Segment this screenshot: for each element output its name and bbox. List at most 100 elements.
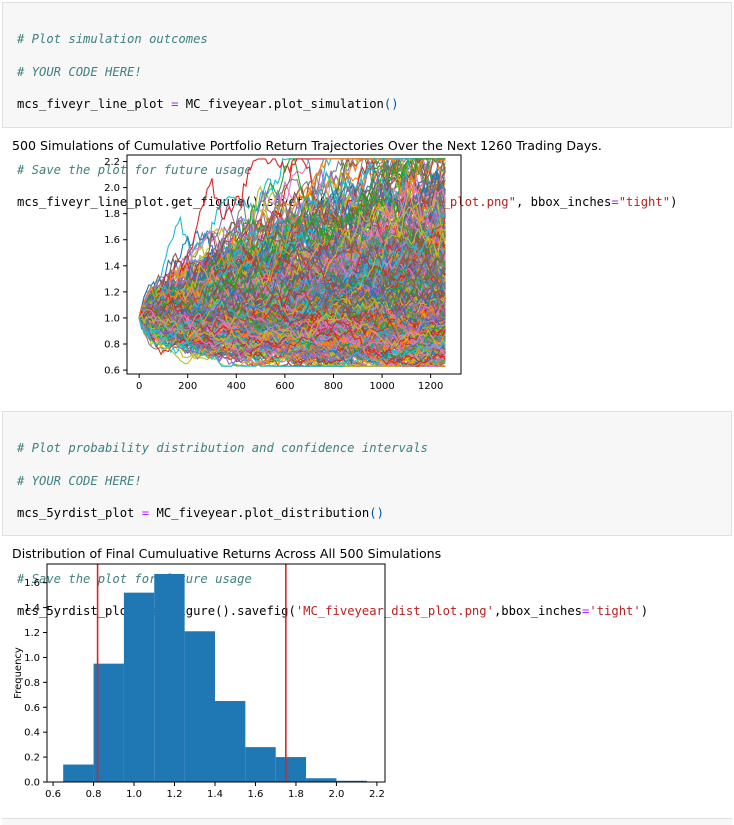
output-title-simulation: 500 Simulations of Cumulative Portfolio … [12,138,602,153]
x-tick-label: 1.0 [126,789,142,800]
code-token: , bbox_inches [515,195,612,210]
code-token: mcs_fiveyr_line_plot.get_figure().savefi… [17,195,326,210]
code-comment: # YOUR CODE HERE! [17,64,142,79]
code-string: 'MC_fiveyear_dist_plot.png' [295,604,494,619]
code-token: MC_fiveyear.plot_distribution [156,506,370,521]
code-token: () [369,506,384,521]
simulation-line [138,287,446,322]
histogram-bar [306,778,337,782]
code-operator: = [141,506,150,521]
x-tick-label: 1000 [369,381,394,392]
y-tick-label: 0.8 [24,678,40,689]
y-tick-label: 1.4 [104,261,120,272]
x-tick-label: 1.2 [167,789,183,800]
simulation-line [138,317,446,367]
simulation-line [138,261,446,337]
histogram-bar [336,780,367,782]
histogram-bar [184,631,215,782]
y-tick-label: 0.6 [104,366,120,377]
code-comment: # Save the plot for future usage [17,162,252,177]
code-string: 'tight' [589,604,641,619]
y-tick-label: 2.2 [104,157,120,168]
y-tick-label: 0.6 [24,703,40,714]
y-tick-label: 0.2 [24,753,40,764]
histogram-bars [63,573,367,782]
simulation-line [138,244,446,326]
simulation-line [138,274,446,339]
simulation-line [139,265,446,330]
simulation-line [138,294,446,361]
x-tick-label: 1.4 [207,789,223,800]
plot-frame [46,563,386,783]
x-tick-label: 800 [324,381,343,392]
y-tick-label: 2.0 [104,183,120,194]
y-tick-label: 1.0 [24,653,40,664]
x-tick-label: 1.6 [248,789,264,800]
y-tick-label: 0.8 [104,340,120,351]
plot-frame [126,154,462,375]
y-tick-label: 1.6 [24,578,40,589]
simulation-line [138,304,446,367]
confidence-interval-lines [96,564,287,782]
distribution-histogram: 0.6 0.8 1.0 1.2 1.4 1.6 1.8 2.0 2.2 0.0 0.2 0.4 0.6 0… [13,563,386,800]
code-cell-plot-distribution[interactable]: # Plot probability distribution and conf… [2,411,732,618]
code-token: mcs_5yrdist_plot [17,506,135,521]
code-string: "tight" [618,195,671,210]
x-tick-label: 0.8 [86,789,102,800]
x-tick-label: 2.0 [328,789,344,800]
code-token: mcs_fiveyr_line_plot [17,97,164,112]
y-axis-label: Frequency [13,647,24,699]
code-operator: = [582,604,590,619]
simulation-line [138,316,446,362]
y-tick-label: 1.6 [104,235,120,246]
axis-ticks: 0.6 0.8 1.0 1.2 1.4 1.6 1.8 2.0 2.2 0.0 0.2 0.4 0.6 0… [24,578,385,800]
y-tick-label: 1.8 [104,209,120,220]
code-comment: # Save the plot for future usage [17,571,252,586]
output-title-distribution: Distribution of Final Cumuluative Return… [12,546,442,561]
histogram-bar [214,701,246,782]
histogram-bar [63,764,94,782]
x-tick-label: 200 [178,381,197,392]
x-tick-label: 2.2 [369,789,385,800]
y-tick-label: 1.2 [24,628,40,639]
x-tick-label: 400 [227,381,246,392]
simulation-line [138,235,446,324]
histogram-bar [93,663,124,782]
y-tick-label: 0.4 [24,728,40,739]
simulation-line [138,247,446,323]
simulation-line [138,213,446,332]
histogram-bar [275,757,307,782]
simulation-line [138,312,446,349]
code-operator: = [611,195,619,210]
code-cell-plot-simulation[interactable]: # Plot simulation outcomes # YOUR CODE H… [2,2,732,209]
simulation-series-group [138,156,446,368]
code-token: () [383,97,399,112]
code-token: MC_fiveyear.plot_simulation [185,97,384,112]
x-tick-label: 0.6 [45,789,61,800]
code-token: ,bbox_inches [493,604,583,619]
code-comment: # Plot probability distribution and conf… [17,441,428,456]
code-token: ) [670,195,678,210]
code-line: mcs_fiveyr_line_plot = MC_fiveyear.plot_… [17,96,731,112]
code-token: ) [640,604,649,619]
y-tick-label: 1.4 [24,603,40,614]
code-comment: # Plot simulation outcomes [17,32,208,47]
simulation-line [138,302,446,356]
code-comment: # YOUR CODE HERE! [17,473,142,488]
histogram-bar [123,592,155,782]
simulation-line [138,313,446,358]
simulation-line [138,308,446,351]
simulation-line [138,317,446,367]
histogram-bar [154,573,185,782]
next-cell-edge [2,818,732,825]
histogram-bar [245,747,276,782]
x-tick-label: 0 [136,381,142,392]
y-tick-label: 1.0 [104,313,120,324]
simulation-line [138,270,446,341]
y-tick-label: 0.0 [24,778,40,789]
x-tick-label: 600 [275,381,294,392]
code-line: mcs_5yrdist_plot = MC_fiveyear.plot_dist… [17,505,731,521]
y-tick-label: 1.2 [104,287,120,298]
code-operator: = [171,97,179,112]
x-tick-label: 1200 [418,381,443,392]
